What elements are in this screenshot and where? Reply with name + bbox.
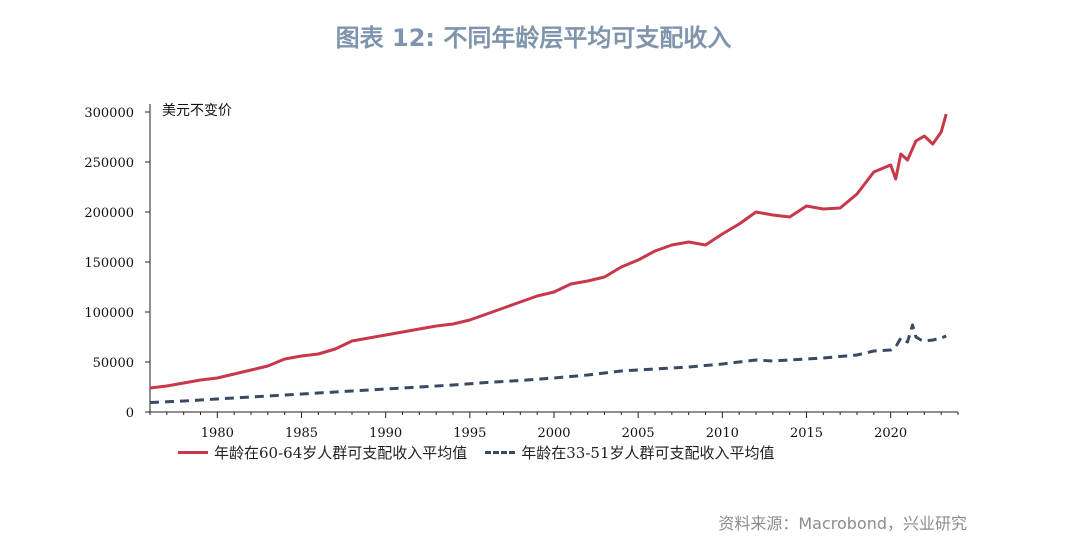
legend-item-60-64: 年龄在60-64岁人群可支配收入平均值 — [178, 442, 467, 463]
legend-label-60-64: 年龄在60-64岁人群可支配收入平均值 — [214, 444, 468, 462]
x-tick-label: 1990 — [369, 426, 402, 441]
x-tick-label: 2010 — [706, 426, 739, 441]
x-tick-label: 1985 — [285, 426, 318, 441]
source-note: 资料来源：Macrobond，兴业研究 — [718, 514, 967, 533]
y-tick-label: 100000 — [84, 306, 134, 321]
x-tick-label: 2005 — [622, 426, 655, 441]
y-tick-label: 50000 — [93, 356, 134, 371]
y-tick-label: 250000 — [84, 156, 134, 171]
legend: 年龄在60-64岁人群可支配收入平均值 年龄在33-51岁人群可支配收入平均值 — [178, 442, 793, 463]
legend-label-33-51: 年龄在33-51岁人群可支配收入平均值 — [521, 444, 775, 462]
x-tick-label: 1995 — [453, 426, 486, 441]
x-tick-label: 2000 — [537, 426, 570, 441]
series-line-60-64 — [149, 113, 948, 390]
y-tick-label: 150000 — [84, 256, 134, 271]
series-line-33-51 — [149, 323, 947, 404]
x-tick-label: 1980 — [201, 426, 234, 441]
y-tick-label: 0 — [126, 406, 134, 421]
y-tick-label: 300000 — [84, 106, 134, 121]
chart-title: 图表 12: 不同年龄层平均可支配收入 — [335, 24, 732, 52]
y-tick-label: 200000 — [84, 206, 134, 221]
legend-swatch-solid — [178, 451, 208, 454]
legend-item-33-51: 年龄在33-51岁人群可支配收入平均值 — [485, 442, 775, 463]
x-tick-label: 2015 — [790, 426, 823, 441]
legend-swatch-dashed — [485, 451, 516, 454]
x-tick-label: 2020 — [874, 426, 907, 441]
y-unit-label: 美元不变价 — [162, 103, 232, 119]
